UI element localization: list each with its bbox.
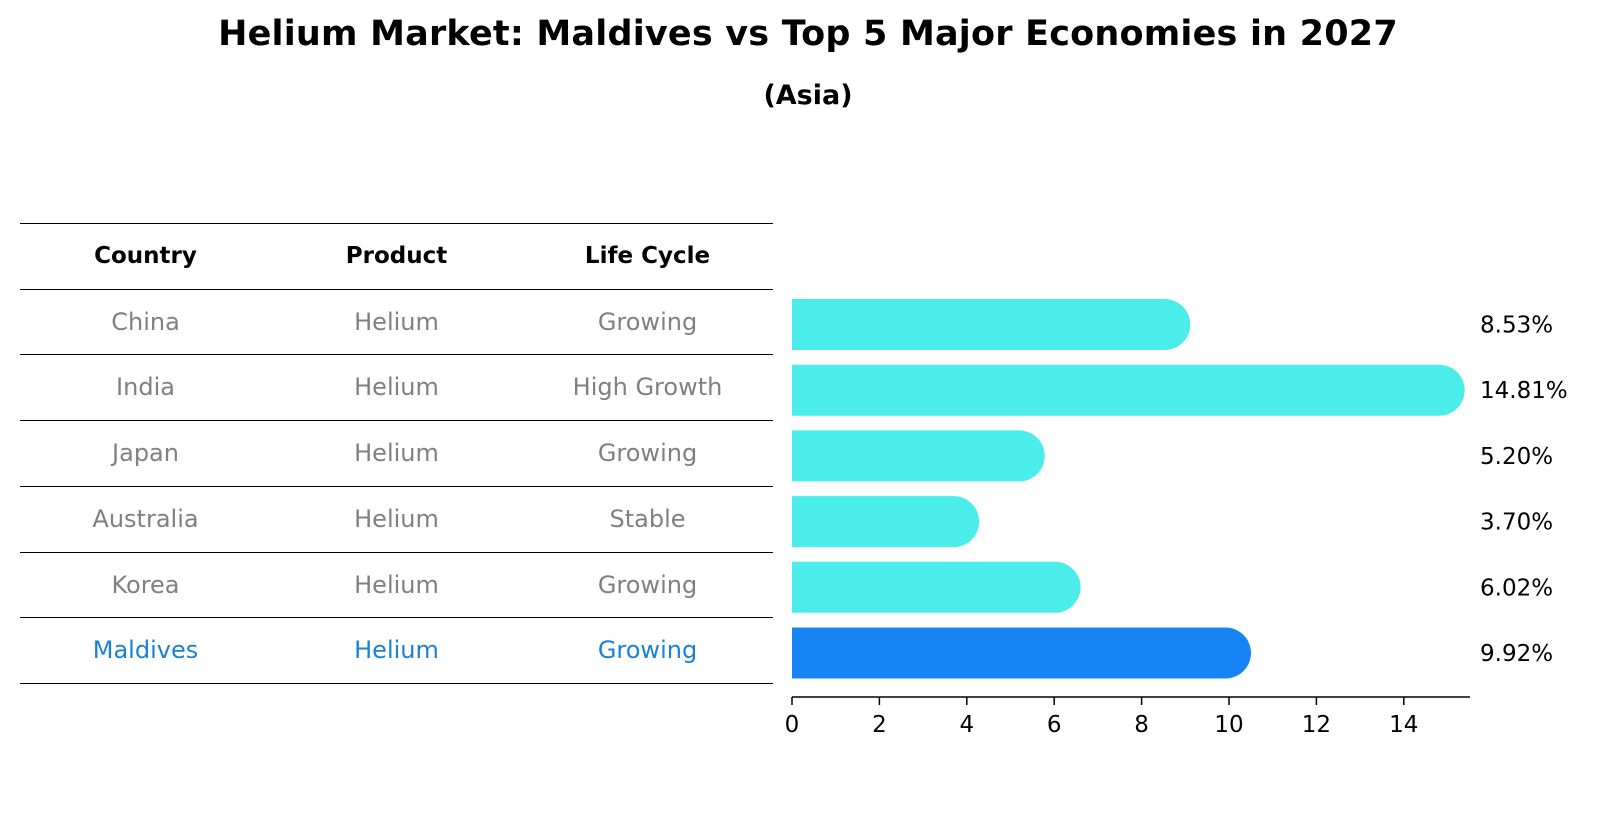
header-country: Country (94, 243, 197, 269)
table-rule (20, 420, 773, 421)
cell-product: Helium (354, 308, 439, 336)
table-row: Korea Helium Growing (20, 552, 773, 619)
table-rule (20, 223, 773, 224)
cell-country: India (116, 373, 175, 401)
cell-life-cycle: Growing (597, 571, 698, 599)
value-label: 8.53% (1480, 313, 1553, 339)
value-label: 14.81% (1480, 378, 1568, 404)
cell-product: Helium (354, 636, 439, 664)
cell-country: China (111, 308, 180, 336)
chart-title: Helium Market: Maldives vs Top 5 Major E… (218, 14, 1398, 54)
x-tick-label: 12 (1302, 712, 1331, 738)
table-row: Japan Helium Growing (20, 420, 773, 487)
cell-product: Helium (354, 373, 439, 401)
x-tick-label: 0 (785, 712, 800, 738)
table-rule (20, 354, 773, 355)
bar-india (792, 364, 1465, 416)
cell-life-cycle: Growing (597, 439, 698, 467)
cell-country: Korea (111, 571, 180, 599)
table-row: India Helium High Growth (20, 354, 773, 421)
table-row: Australia Helium Stable (20, 486, 773, 553)
cell-product: Helium (354, 439, 439, 467)
cell-life-cycle: Growing (597, 308, 698, 336)
cell-life-cycle: Growing (597, 636, 698, 664)
cell-product: Helium (354, 505, 439, 533)
x-tick-label: 14 (1389, 712, 1418, 738)
bar-australia (792, 496, 980, 548)
header-product: Product (345, 243, 448, 269)
value-label: 6.02% (1480, 575, 1553, 601)
x-tick-label: 4 (959, 712, 974, 738)
table-rule (20, 486, 773, 487)
value-label: 9.92% (1480, 641, 1553, 667)
table-rule (20, 617, 773, 618)
x-tick-label: 8 (1134, 712, 1149, 738)
table-header-row: Country Product Life Cycle (20, 223, 773, 290)
bar-japan (792, 430, 1045, 482)
bar-maldives (792, 627, 1252, 679)
bar-china (792, 299, 1191, 350)
table-rule (20, 289, 773, 290)
x-tick-label: 2 (872, 712, 887, 738)
chart-subtitle: (Asia) (763, 80, 853, 111)
table-row-highlight: Maldives Helium Growing (20, 617, 773, 684)
cell-life-cycle: High Growth (572, 373, 723, 401)
table-row: China Helium Growing (20, 289, 773, 356)
x-tick-label: 6 (1047, 712, 1062, 738)
x-tick-label: 10 (1214, 712, 1243, 738)
cell-country: Australia (92, 505, 199, 533)
value-label: 5.20% (1480, 444, 1553, 470)
bar-korea (792, 561, 1081, 613)
cell-country: Maldives (92, 636, 199, 664)
value-label: 3.70% (1480, 510, 1553, 536)
table-rule (20, 683, 773, 684)
cell-life-cycle: Stable (609, 505, 686, 533)
table-rule (20, 552, 773, 553)
header-life-cycle: Life Cycle (584, 243, 711, 269)
cell-country: Japan (112, 439, 179, 467)
cell-product: Helium (354, 571, 439, 599)
